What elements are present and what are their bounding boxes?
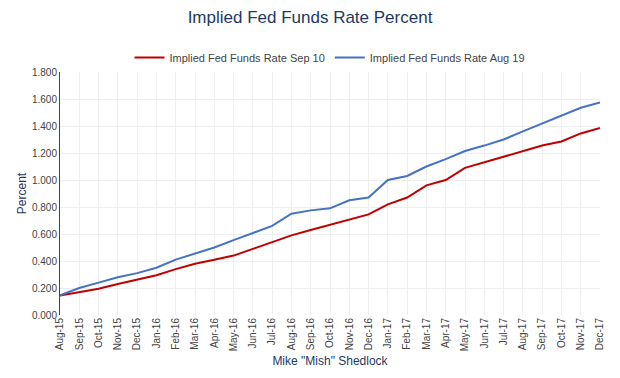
svg-text:Nov-16: Nov-16: [344, 318, 355, 351]
svg-text:Jul-16: Jul-16: [266, 318, 277, 346]
svg-text:Mar-16: Mar-16: [189, 318, 200, 350]
svg-text:Implied Fed Funds Rate Sep 10: Implied Fed Funds Rate Sep 10: [170, 52, 325, 64]
svg-text:0.400: 0.400: [32, 256, 57, 267]
svg-text:Sep-15: Sep-15: [74, 318, 85, 351]
svg-text:Oct-15: Oct-15: [93, 318, 104, 348]
svg-text:Dec-17: Dec-17: [594, 318, 605, 351]
svg-text:Sep-16: Sep-16: [305, 318, 316, 351]
svg-text:Jul-17: Jul-17: [498, 318, 509, 346]
svg-text:Nov-17: Nov-17: [575, 318, 586, 351]
svg-text:1.800: 1.800: [32, 67, 57, 78]
svg-text:Sep-17: Sep-17: [536, 318, 547, 351]
svg-text:May-17: May-17: [459, 318, 470, 352]
svg-text:Jun-17: Jun-17: [479, 318, 490, 349]
svg-text:Jan-16: Jan-16: [151, 318, 162, 349]
svg-text:Dec-15: Dec-15: [131, 318, 142, 351]
svg-text:0.000: 0.000: [32, 310, 57, 321]
svg-text:Aug-15: Aug-15: [54, 318, 65, 351]
svg-text:May-16: May-16: [228, 318, 239, 352]
svg-text:1.400: 1.400: [32, 121, 57, 132]
svg-text:Jan-17: Jan-17: [382, 318, 393, 349]
svg-text:Implied Fed Funds Rate Aug 19: Implied Fed Funds Rate Aug 19: [370, 52, 525, 64]
svg-text:Apr-16: Apr-16: [209, 318, 220, 348]
svg-text:Jun-16: Jun-16: [247, 318, 258, 349]
svg-text:Oct-16: Oct-16: [324, 318, 335, 348]
svg-text:Aug-17: Aug-17: [517, 318, 528, 351]
svg-text:Aug-16: Aug-16: [286, 318, 297, 351]
svg-text:Apr-17: Apr-17: [440, 318, 451, 348]
svg-text:1.600: 1.600: [32, 94, 57, 105]
svg-text:Mar-17: Mar-17: [421, 318, 432, 350]
svg-text:Percent: Percent: [15, 172, 29, 214]
svg-text:0.200: 0.200: [32, 283, 57, 294]
svg-text:Nov-15: Nov-15: [112, 318, 123, 351]
svg-text:Mike "Mish" Shedlock: Mike "Mish" Shedlock: [272, 354, 388, 368]
svg-text:1.200: 1.200: [32, 148, 57, 159]
svg-text:Oct-17: Oct-17: [556, 318, 567, 348]
svg-text:0.800: 0.800: [32, 202, 57, 213]
svg-text:Implied Fed Funds Rate Percent: Implied Fed Funds Rate Percent: [188, 8, 433, 27]
svg-text:1.000: 1.000: [32, 175, 57, 186]
svg-text:Dec-16: Dec-16: [363, 318, 374, 351]
svg-text:0.600: 0.600: [32, 229, 57, 240]
svg-text:Feb-16: Feb-16: [170, 318, 181, 350]
svg-text:Feb-17: Feb-17: [401, 318, 412, 350]
